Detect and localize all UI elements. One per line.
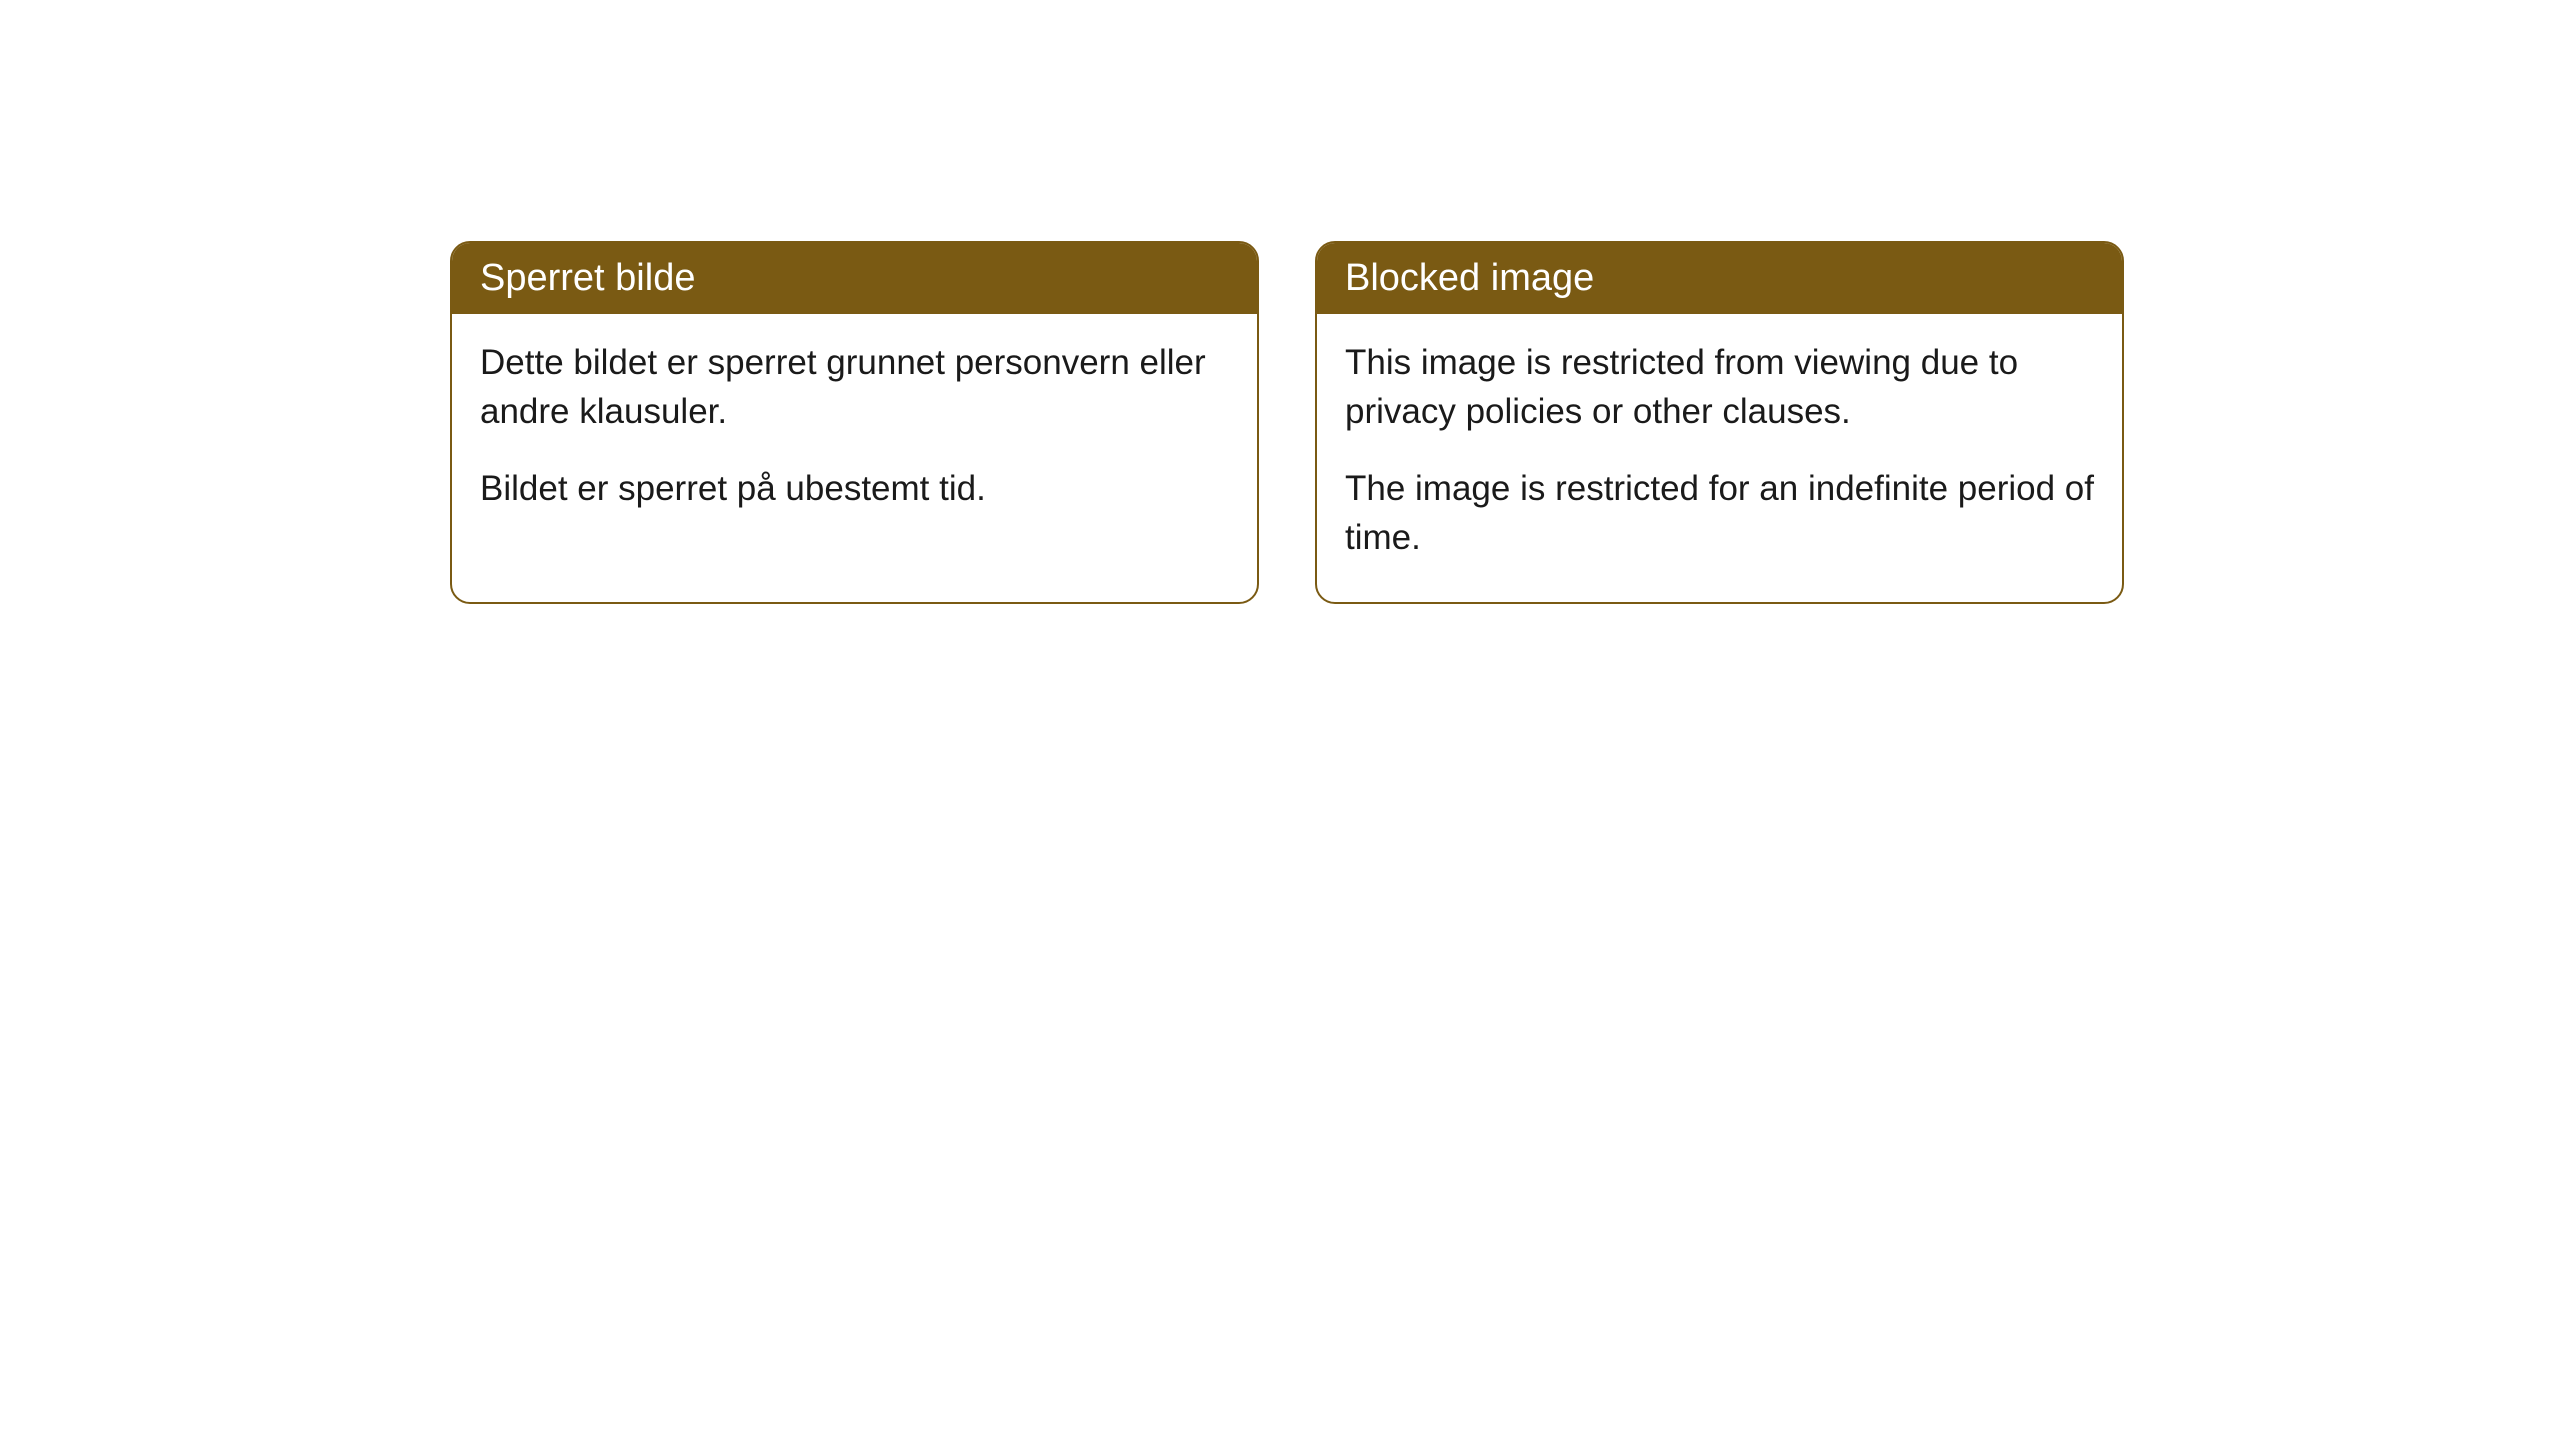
card-paragraph: Bildet er sperret på ubestemt tid. <box>480 464 1229 513</box>
card-paragraph: The image is restricted for an indefinit… <box>1345 464 2094 562</box>
notice-cards-container: Sperret bilde Dette bildet er sperret gr… <box>450 241 2124 604</box>
card-header-norwegian: Sperret bilde <box>452 243 1257 314</box>
card-title: Blocked image <box>1345 257 1594 299</box>
card-title: Sperret bilde <box>480 257 695 299</box>
card-body-english: This image is restricted from viewing du… <box>1317 314 2122 602</box>
notice-card-norwegian: Sperret bilde Dette bildet er sperret gr… <box>450 241 1259 604</box>
card-paragraph: This image is restricted from viewing du… <box>1345 338 2094 436</box>
card-paragraph: Dette bildet er sperret grunnet personve… <box>480 338 1229 436</box>
card-body-norwegian: Dette bildet er sperret grunnet personve… <box>452 314 1257 553</box>
notice-card-english: Blocked image This image is restricted f… <box>1315 241 2124 604</box>
card-header-english: Blocked image <box>1317 243 2122 314</box>
